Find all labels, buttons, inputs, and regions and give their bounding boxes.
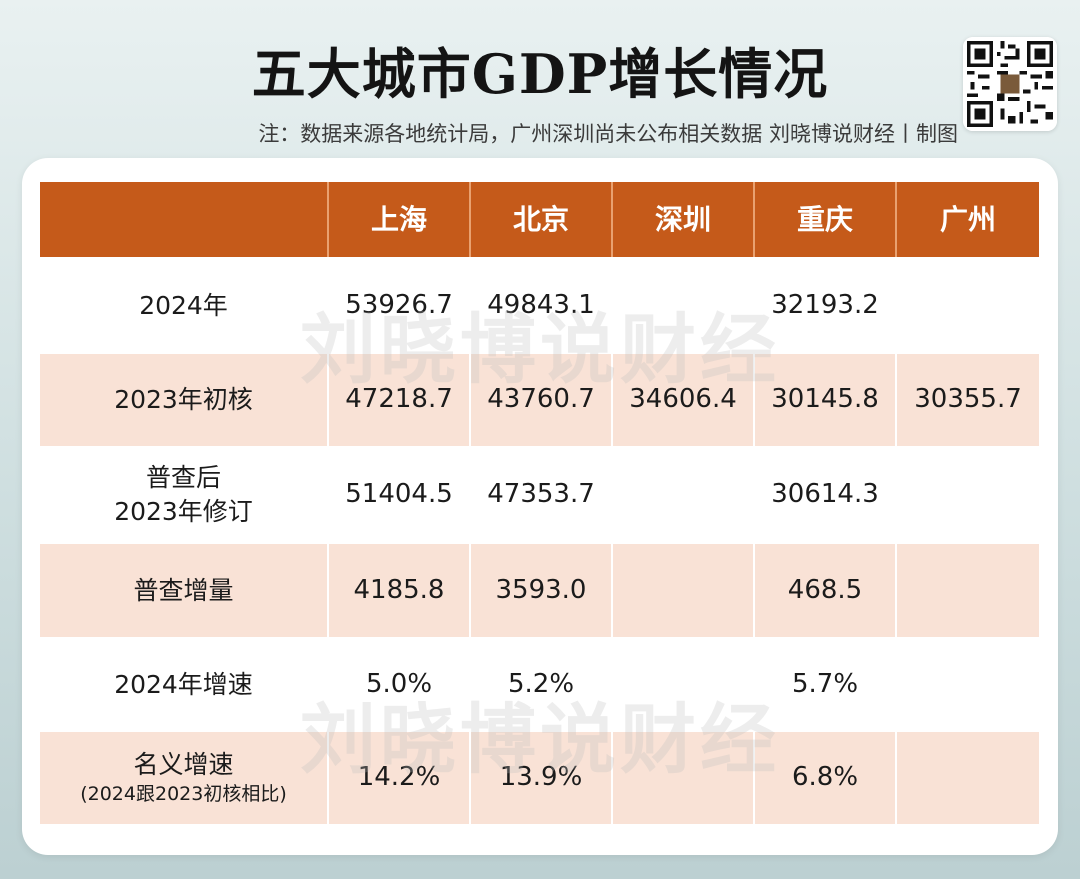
- row-label-2024: 2024年: [40, 257, 329, 354]
- table-cell: 34606.4: [613, 354, 755, 446]
- table-cell: [613, 732, 755, 824]
- row-label-2023-revised: 普查后 2023年修订: [40, 446, 329, 544]
- table-cell: 3593.0: [471, 544, 613, 637]
- row-label-line1: 名义增速: [133, 750, 234, 780]
- column-header-beijing: 北京: [471, 182, 613, 257]
- column-header-shenzhen: 深圳: [613, 182, 755, 257]
- table-cell: 51404.5: [329, 446, 471, 544]
- row-label-2023-preliminary: 2023年初核: [40, 354, 329, 446]
- table-cell: [613, 637, 755, 732]
- column-header-shanghai: 上海: [329, 182, 471, 257]
- table-cell: 32193.2: [755, 257, 897, 354]
- table-cell: 30145.8: [755, 354, 897, 446]
- table-cell: [613, 544, 755, 637]
- table-cell: [897, 732, 1039, 824]
- table-cell: [897, 637, 1039, 732]
- table-cell: [897, 544, 1039, 637]
- header-corner: [40, 182, 329, 257]
- table-cell: 6.8%: [755, 732, 897, 824]
- table-cell: 49843.1: [471, 257, 613, 354]
- table-cell: 4185.8: [329, 544, 471, 637]
- table-cell: 5.0%: [329, 637, 471, 732]
- table-cell: 43760.7: [471, 354, 613, 446]
- table-cell: 13.9%: [471, 732, 613, 824]
- qr-code-icon: [963, 37, 1057, 131]
- column-header-chongqing: 重庆: [755, 182, 897, 257]
- column-header-guangzhou: 广州: [897, 182, 1039, 257]
- table-cell: 5.7%: [755, 637, 897, 732]
- table-cell: 47218.7: [329, 354, 471, 446]
- row-label-nominal-growth: 名义增速 (2024跟2023初核相比): [40, 732, 329, 824]
- gdp-table: 上海 北京 深圳 重庆 广州 2024年 53926.7 49843.1 321…: [40, 182, 1039, 824]
- row-label-line2: (2024跟2023初核相比): [80, 783, 287, 806]
- table-cell: 30355.7: [897, 354, 1039, 446]
- table-cell: [897, 257, 1039, 354]
- table-card: 上海 北京 深圳 重庆 广州 2024年 53926.7 49843.1 321…: [22, 158, 1058, 855]
- table-cell: [613, 446, 755, 544]
- table-cell: 5.2%: [471, 637, 613, 732]
- source-note: 注：数据来源各地统计局，广州深圳尚未公布相关数据 刘晓博说财经丨制图: [258, 122, 958, 146]
- table-cell: [613, 257, 755, 354]
- row-label-line1: 普查后: [145, 463, 221, 493]
- table-cell: 468.5: [755, 544, 897, 637]
- row-label-2024-growth: 2024年增速: [40, 637, 329, 732]
- row-label-census-increment: 普查增量: [40, 544, 329, 637]
- table-cell: 30614.3: [755, 446, 897, 544]
- table-cell: 14.2%: [329, 732, 471, 824]
- table-cell: [897, 446, 1039, 544]
- table-cell: 53926.7: [329, 257, 471, 354]
- row-label-line2: 2023年修订: [114, 497, 253, 526]
- table-cell: 47353.7: [471, 446, 613, 544]
- page-title: 五大城市GDP增长情况: [251, 42, 829, 106]
